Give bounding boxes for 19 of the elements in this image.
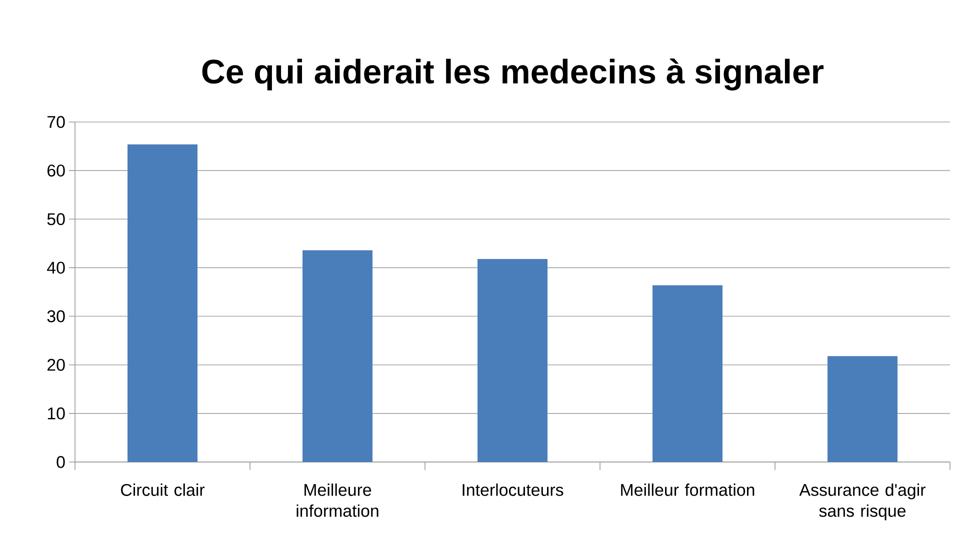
y-tick-label: 10 — [48, 407, 65, 420]
x-tick-label: Interlocuteurs — [462, 484, 564, 496]
x-tick-label: Meilleur formation — [621, 484, 754, 496]
bar — [652, 285, 723, 462]
x-tick-label: Circuit clair — [121, 484, 205, 496]
y-tick-label: 40 — [47, 262, 65, 274]
y-tick-label: 60 — [48, 164, 65, 177]
y-tick-label: 30 — [47, 310, 65, 322]
x-tick-label: Meilleure information — [296, 484, 378, 517]
chart-title: Ce qui aiderait les medecins à signaler — [202, 58, 824, 90]
y-tick-label: 70 — [48, 116, 65, 128]
bar — [302, 250, 373, 462]
y-tick-label: 50 — [47, 213, 65, 226]
x-tick-label: Assurance d'agir sans risque — [799, 484, 926, 520]
bar — [828, 356, 898, 462]
y-tick-label: 0 — [56, 456, 65, 468]
y-tick-label: 20 — [48, 358, 65, 371]
bar — [478, 258, 548, 462]
bar — [128, 144, 198, 462]
